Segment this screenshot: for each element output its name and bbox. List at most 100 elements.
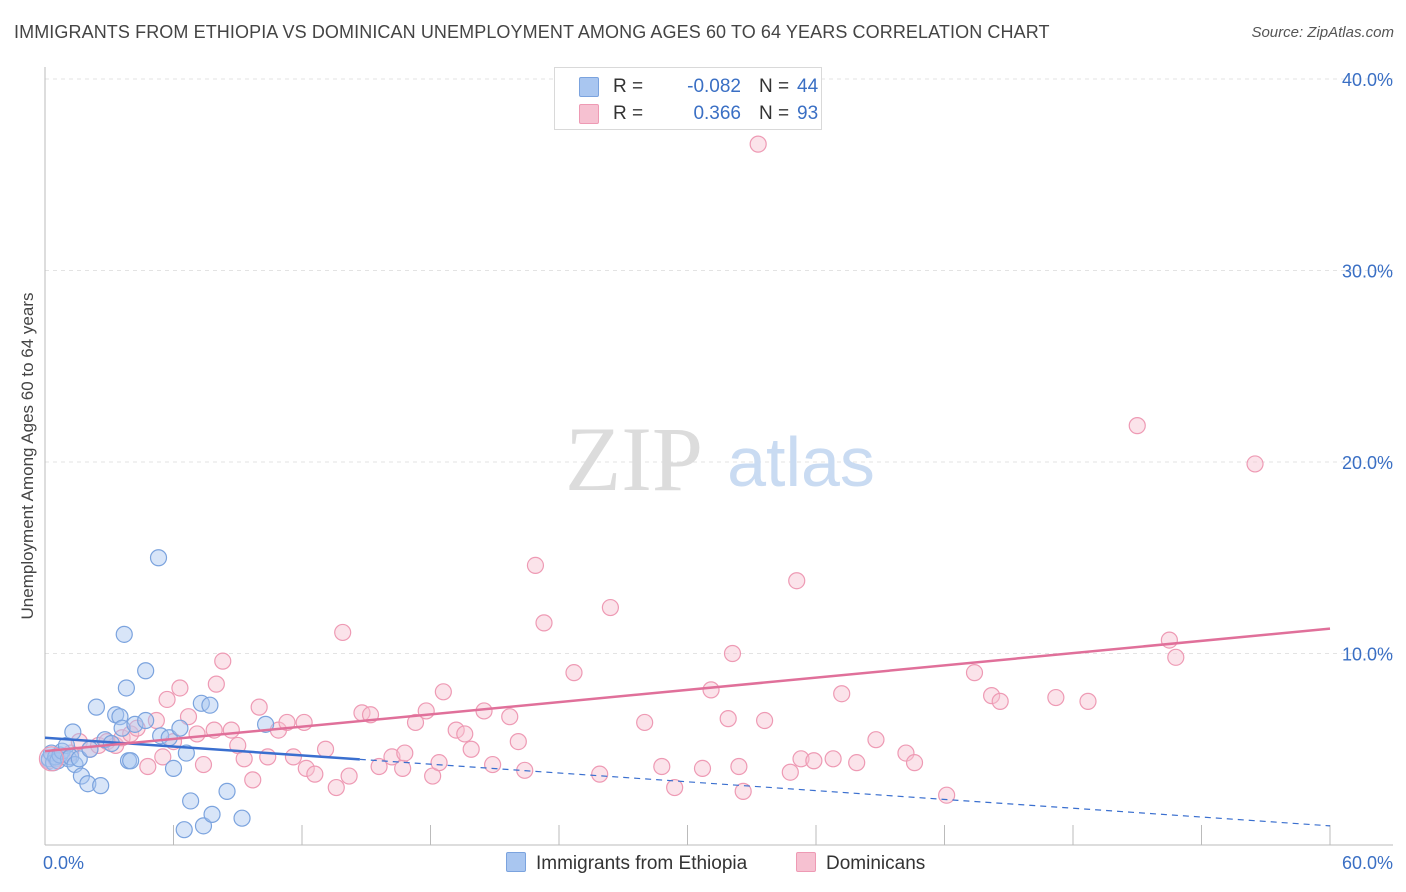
axes — [44, 67, 1393, 846]
data-point — [1128, 417, 1146, 435]
r-value: 0.366 — [693, 103, 741, 124]
data-point — [87, 698, 106, 716]
data-point — [702, 681, 720, 699]
data-point — [306, 765, 324, 783]
data-point — [250, 698, 268, 716]
data-point — [194, 817, 213, 835]
data-point — [158, 690, 176, 709]
y-tick-label: 30.0% — [1342, 262, 1393, 282]
r-label: R = — [613, 76, 644, 97]
y-tick-label: 40.0% — [1342, 70, 1393, 90]
data-point — [509, 732, 527, 751]
data-point — [824, 750, 842, 768]
data-point — [126, 715, 144, 733]
trend-line-ethiopia-extrapolated — [359, 758, 1331, 827]
data-point — [601, 598, 620, 617]
data-point — [79, 775, 97, 793]
tick-labels: 10.0% 20.0% 30.0% 40.0% 0.0% 60.0% — [43, 70, 1393, 873]
n-label: N = — [759, 103, 790, 124]
source-label: Source: ZipAtlas.com — [1251, 24, 1394, 41]
data-point — [38, 746, 65, 772]
data-point — [484, 755, 502, 774]
data-point — [316, 740, 335, 758]
data-point — [327, 778, 345, 797]
data-point — [203, 805, 221, 823]
data-point — [719, 710, 737, 728]
data-point — [149, 549, 168, 567]
data-point — [139, 757, 157, 776]
n-value: 93 — [797, 103, 819, 124]
data-point — [284, 748, 303, 766]
data-point — [456, 725, 474, 743]
data-point — [334, 623, 352, 642]
data-point — [591, 765, 609, 783]
n-label: N = — [759, 76, 790, 97]
data-point — [430, 754, 448, 772]
data-point — [256, 715, 275, 733]
data-point — [218, 782, 236, 800]
legend-swatch-ethiopia — [579, 77, 599, 97]
legend-item-dominicans[interactable]: Dominicans — [796, 852, 925, 875]
n-value: 44 — [797, 76, 819, 97]
data-point — [154, 748, 172, 766]
data-point — [244, 771, 262, 789]
data-point — [867, 731, 885, 749]
r-label: R = — [613, 103, 644, 124]
legend-label: Dominicans — [826, 853, 926, 874]
data-point — [501, 708, 519, 726]
legend-swatch-dominicans — [796, 852, 816, 872]
data-point — [115, 625, 133, 643]
data-point — [565, 664, 583, 682]
trend-line-ethiopia — [44, 736, 360, 761]
data-point — [848, 754, 866, 772]
data-point — [297, 759, 315, 778]
data-point — [214, 652, 232, 670]
data-point — [1079, 692, 1097, 710]
data-point — [177, 744, 195, 762]
data-point — [833, 685, 851, 703]
data-point — [1047, 688, 1065, 707]
data-point — [788, 572, 806, 590]
data-point — [723, 644, 742, 663]
data-point — [653, 757, 671, 776]
data-point — [991, 692, 1009, 710]
data-point — [179, 708, 198, 726]
data-point — [1167, 648, 1185, 666]
data-point — [137, 662, 155, 680]
legend-label: Immigrants from Ethiopia — [536, 853, 748, 874]
data-point — [259, 748, 277, 766]
data-point — [734, 782, 752, 800]
chart-title: IMMIGRANTS FROM ETHIOPIA VS DOMINICAN UN… — [14, 22, 1050, 42]
data-point — [462, 740, 480, 758]
data-point — [171, 719, 189, 737]
x-tick-label: 0.0% — [43, 853, 84, 873]
data-point — [171, 679, 189, 697]
y-tick-label: 20.0% — [1342, 453, 1393, 473]
trend-lines — [44, 627, 1331, 827]
y-tick-label: 10.0% — [1342, 645, 1393, 665]
data-point — [535, 614, 553, 632]
data-point — [164, 759, 183, 778]
data-point — [70, 750, 88, 768]
data-point — [666, 778, 684, 797]
y-axis-label: Unemployment Among Ages 60 to 64 years — [18, 292, 37, 620]
data-point — [526, 556, 545, 575]
data-point — [207, 675, 225, 693]
legend-item-ethiopia[interactable]: Immigrants from Ethiopia — [506, 852, 747, 875]
data-point — [396, 744, 414, 762]
data-point — [447, 721, 465, 739]
data-point — [1246, 455, 1264, 473]
watermark-zip: ZIP — [565, 408, 703, 510]
legend-swatch-dominicans — [579, 104, 599, 124]
data-point — [730, 757, 748, 776]
trend-line-dominicans — [44, 627, 1331, 753]
data-point — [235, 750, 253, 768]
data-point — [805, 752, 823, 770]
data-point — [92, 777, 110, 795]
gridlines — [45, 78, 1393, 654]
stats-legend: R = -0.082 N = 44 R = 0.366 N = 93 — [554, 67, 822, 130]
data-point — [175, 821, 193, 839]
data-point — [755, 711, 774, 730]
data-point — [201, 696, 219, 714]
data-point — [938, 786, 956, 804]
